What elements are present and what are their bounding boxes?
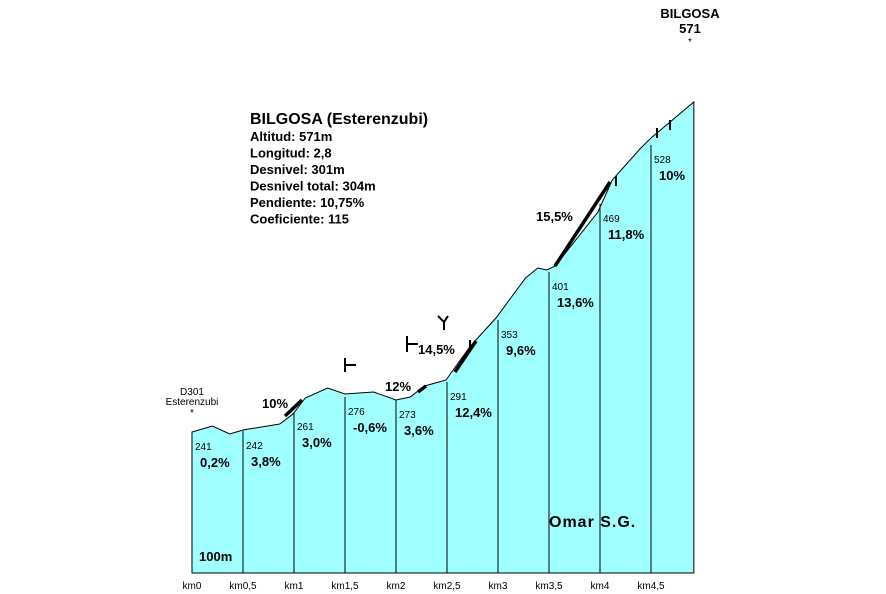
- stat-line: Longitud: 2,8: [250, 146, 332, 161]
- segment-altitude: 291: [450, 392, 467, 403]
- segment-gradient: 3,8%: [251, 454, 281, 469]
- start-road: D301: [180, 387, 204, 398]
- summit-name: BILGOSA: [660, 6, 720, 21]
- x-tick-label: km1: [285, 581, 304, 592]
- stat-line: Pendiente: 10,75%: [250, 195, 365, 210]
- chart-title: BILGOSA (Esterenzubi): [250, 111, 428, 128]
- steep-section: [453, 340, 478, 373]
- icon: [406, 336, 418, 352]
- segment-gradient: 12,4%: [455, 405, 492, 420]
- summit-altitude: 571: [679, 21, 701, 36]
- segment-gradient: 11,8%: [608, 227, 645, 242]
- x-tick-label: km0,5: [229, 581, 257, 592]
- segment-altitude: 276: [348, 407, 365, 418]
- steep-label: 12%: [385, 379, 411, 394]
- segment-gradient: 3,6%: [404, 423, 434, 438]
- start-name: Esterenzubi: [166, 397, 219, 408]
- x-tick-label: km3,5: [535, 581, 563, 592]
- x-tick-label: km1,5: [331, 581, 359, 592]
- stat-line: Altitud: 571m: [250, 129, 332, 144]
- segment-gradient: 9,6%: [506, 343, 536, 358]
- steep-section: [553, 181, 612, 267]
- stat-line: Desnivel total: 304m: [250, 179, 376, 194]
- segment-gradient: 3,0%: [302, 435, 332, 450]
- segment-altitude: 401: [552, 282, 569, 293]
- segment-altitude: 261: [297, 422, 314, 433]
- x-tick-label: km4,5: [637, 581, 665, 592]
- x-tick-label: km0: [183, 581, 202, 592]
- segment-gradient: -0,6%: [353, 420, 387, 435]
- icon: [437, 315, 449, 330]
- segment-altitude: 469: [603, 214, 620, 225]
- segment-altitude: 353: [501, 330, 518, 341]
- steep-label: 15,5%: [536, 209, 573, 224]
- x-tick-label: km3: [489, 581, 508, 592]
- x-tick-label: km2: [387, 581, 406, 592]
- segment-altitude: 242: [246, 441, 263, 452]
- credit: Omar S.G.: [549, 514, 636, 531]
- steep-label: 14,5%: [418, 342, 455, 357]
- segment-altitude: 241: [195, 442, 212, 453]
- segment-gradient: 10%: [659, 168, 685, 183]
- steep-label: 10%: [262, 396, 288, 411]
- stat-line: Coeficiente: 115: [250, 212, 349, 227]
- stat-line: Desnivel: 301m: [250, 162, 345, 177]
- steep-section: [416, 384, 428, 394]
- start-mark: *: [190, 408, 194, 419]
- x-tick-label: km4: [591, 581, 610, 592]
- segment-gradient: 0,2%: [200, 455, 230, 470]
- x-tick-label: km2,5: [433, 581, 461, 592]
- segment-altitude: 273: [399, 410, 416, 421]
- icon: [344, 358, 356, 372]
- profile-area: [191, 100, 695, 574]
- segment-gradient: 13,6%: [557, 295, 594, 310]
- scale-label: 100m: [199, 549, 232, 564]
- summit-mark: *: [688, 37, 692, 48]
- segment-altitude: 528: [654, 155, 671, 166]
- steep-section: [283, 398, 304, 418]
